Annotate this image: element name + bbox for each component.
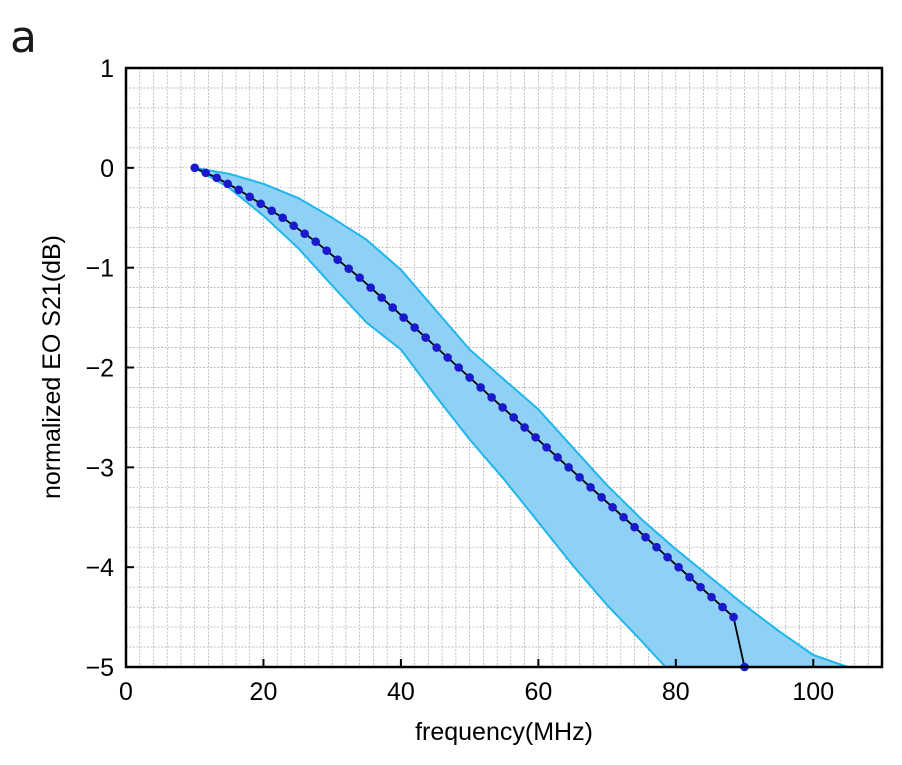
x-tick-label: 40 xyxy=(387,678,415,706)
data-point xyxy=(696,582,705,592)
data-point xyxy=(487,393,496,402)
data-point xyxy=(333,255,342,264)
x-axis-title: frequency(MHz) xyxy=(415,718,593,746)
y-tick-label: −3 xyxy=(85,454,114,482)
panel-label: a xyxy=(10,12,37,63)
data-point xyxy=(289,221,298,231)
data-point xyxy=(344,264,353,273)
confidence-band xyxy=(193,166,849,667)
data-point xyxy=(421,333,430,342)
data-point xyxy=(366,283,375,292)
data-point xyxy=(663,552,672,562)
y-tick-label: −2 xyxy=(85,355,114,383)
data-point xyxy=(509,413,518,422)
data-point xyxy=(630,522,639,532)
data-point xyxy=(707,592,716,602)
data-point xyxy=(267,206,277,216)
data-point xyxy=(256,199,266,209)
x-tick-label: 0 xyxy=(119,678,133,706)
data-point xyxy=(355,273,364,282)
data-point xyxy=(641,532,650,542)
data-point xyxy=(718,602,727,612)
data-point xyxy=(553,453,562,462)
data-point xyxy=(201,168,211,178)
data-point xyxy=(377,293,386,302)
grid-layer xyxy=(126,68,882,667)
data-point xyxy=(234,185,244,195)
data-point xyxy=(278,213,287,223)
data-point xyxy=(443,353,452,362)
series-marker-layer xyxy=(190,163,749,672)
data-point xyxy=(245,192,255,202)
data-point xyxy=(608,502,617,512)
data-point xyxy=(597,492,606,502)
data-point xyxy=(212,173,222,183)
data-point xyxy=(498,403,507,412)
data-point xyxy=(586,483,595,492)
tick-layer: 0 20 40 60 80 100 1 0 −1 −2 −3 −4 −5 xyxy=(85,55,834,706)
x-tick-label: 100 xyxy=(792,678,834,706)
data-point xyxy=(190,163,200,173)
data-point xyxy=(311,237,320,247)
confidence-band-layer xyxy=(193,166,849,667)
data-point xyxy=(465,373,474,382)
data-point xyxy=(619,512,628,522)
x-tick-label: 80 xyxy=(662,678,690,706)
y-tick-label: 1 xyxy=(100,55,114,83)
y-tick-label: 0 xyxy=(100,155,114,183)
data-point xyxy=(542,443,551,452)
y-tick-label: −5 xyxy=(85,654,114,682)
data-point xyxy=(454,363,463,372)
data-point xyxy=(564,463,573,472)
data-point xyxy=(674,562,683,572)
data-point xyxy=(685,572,694,582)
data-point xyxy=(399,313,408,322)
data-point xyxy=(729,612,738,622)
y-tick-label: −1 xyxy=(85,255,114,283)
data-point xyxy=(575,473,584,482)
data-point xyxy=(322,246,331,255)
data-point xyxy=(476,383,485,392)
y-axis-title: normalized EO S21(dB) xyxy=(38,235,66,499)
y-tick-label: −4 xyxy=(85,554,114,582)
data-point xyxy=(520,423,529,432)
x-tick-label: 20 xyxy=(250,678,278,706)
data-point xyxy=(300,229,309,239)
data-point xyxy=(531,433,540,442)
data-point xyxy=(432,343,441,352)
x-tick-label: 60 xyxy=(524,678,552,706)
data-point xyxy=(223,179,233,189)
data-point xyxy=(652,542,661,552)
data-point xyxy=(388,303,397,312)
data-point xyxy=(410,323,419,332)
